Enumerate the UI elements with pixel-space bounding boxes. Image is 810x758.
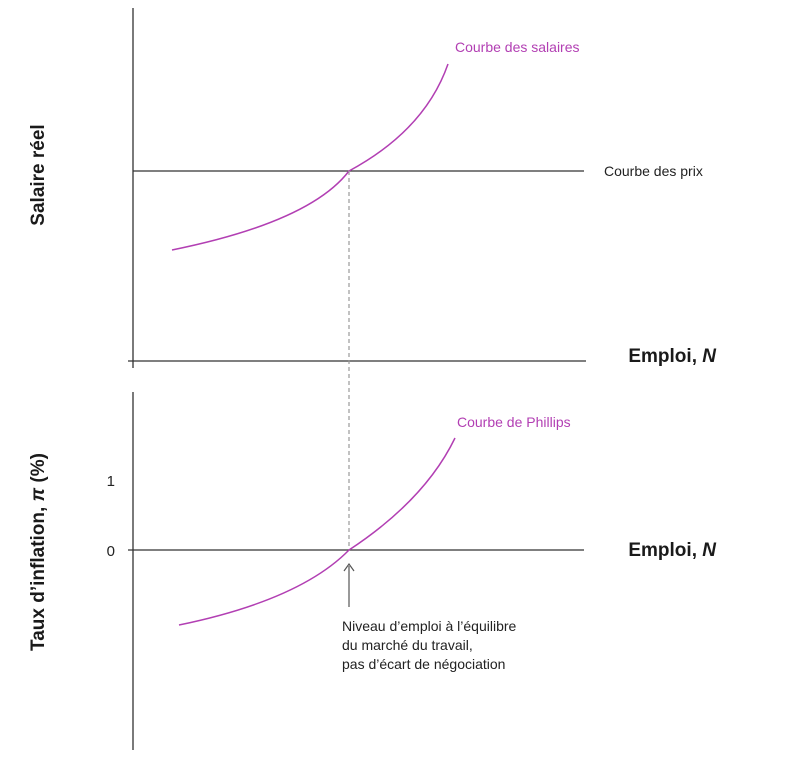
phillips-curve-label: Courbe de Phillips: [457, 414, 571, 430]
wage-curve: [171, 63, 449, 251]
y-tick-0: 0: [107, 543, 115, 560]
annotation-line-2: du marché du travail,: [342, 637, 473, 653]
annotation-line-3: pas d’écart de négociation: [342, 656, 505, 672]
bottom-x-axis-title: Emploi, N: [628, 540, 717, 561]
price-curve-label: Courbe des prix: [604, 163, 703, 179]
phillips-curve: [178, 437, 456, 626]
top-x-axis-title: Emploi, N: [628, 346, 717, 367]
annotation-arrow-head: [343, 562, 355, 572]
bottom-y-axis-title: Taux d’inflation, π (%): [28, 453, 49, 651]
top-y-axis-title: Salaire réel: [28, 124, 49, 225]
wage-curve-label: Courbe des salaires: [455, 39, 580, 55]
annotation-line-1: Niveau d’emploi à l’équilibre: [342, 618, 517, 634]
y-tick-1: 1: [107, 473, 115, 490]
